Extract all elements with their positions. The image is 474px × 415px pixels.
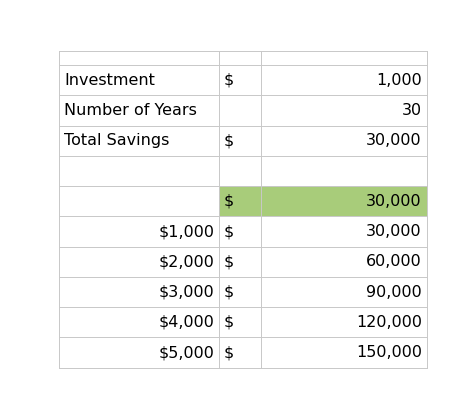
Text: $: $ [224,254,234,269]
Bar [219,277,261,307]
Bar [219,307,261,337]
Bar [219,337,261,368]
Text: $: $ [224,194,234,209]
Text: 30,000: 30,000 [366,224,422,239]
Bar [59,95,219,126]
Bar [59,156,219,186]
Bar [219,95,261,126]
Text: Investment: Investment [64,73,155,88]
Bar [261,156,427,186]
Bar [261,51,427,65]
Bar [219,126,261,156]
Text: $1,000: $1,000 [158,224,214,239]
Bar [219,51,261,65]
Bar [59,247,219,277]
Text: $: $ [224,73,234,88]
Bar [59,51,219,65]
Bar [219,186,261,216]
Bar [261,126,427,156]
Bar [59,126,219,156]
Bar [261,186,427,216]
Text: $3,000: $3,000 [158,285,214,300]
Bar [261,337,427,368]
Text: 90,000: 90,000 [366,285,422,300]
Text: $: $ [224,345,234,360]
Text: $5,000: $5,000 [158,345,214,360]
Text: 1,000: 1,000 [376,73,422,88]
Text: 120,000: 120,000 [356,315,422,330]
Text: 150,000: 150,000 [356,345,422,360]
Text: $: $ [224,285,234,300]
Text: $4,000: $4,000 [158,315,214,330]
Text: $2,000: $2,000 [158,254,214,269]
Bar [261,95,427,126]
Bar [261,277,427,307]
Bar [59,307,219,337]
Bar [59,216,219,247]
Bar [261,65,427,95]
Text: Number of Years: Number of Years [64,103,197,118]
Text: $: $ [224,315,234,330]
Text: 30: 30 [401,103,422,118]
Bar [261,247,427,277]
Bar [261,307,427,337]
Bar [59,277,219,307]
Text: $: $ [224,133,234,148]
Bar [59,186,219,216]
Bar [261,216,427,247]
Text: $: $ [224,224,234,239]
Bar [219,156,261,186]
Text: 30,000: 30,000 [366,194,422,209]
Text: 30,000: 30,000 [366,133,422,148]
Bar [219,65,261,95]
Text: 60,000: 60,000 [366,254,422,269]
Bar [219,216,261,247]
Text: Total Savings: Total Savings [64,133,169,148]
Bar [219,247,261,277]
Bar [59,337,219,368]
Bar [59,65,219,95]
